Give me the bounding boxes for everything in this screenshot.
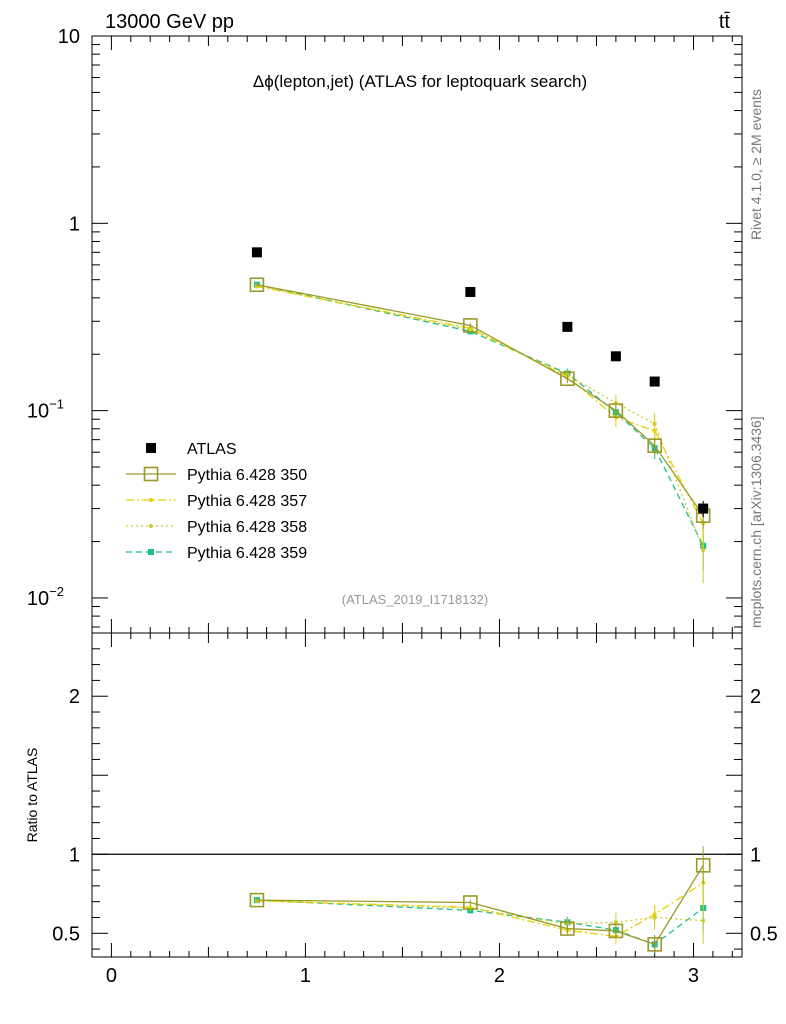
series-line	[256, 864, 704, 946]
data-point	[608, 923, 624, 939]
x-tick-label: 0	[106, 965, 117, 987]
data-point	[610, 351, 621, 362]
y-tick-label: 10−2	[27, 584, 64, 610]
data-point	[249, 892, 265, 908]
x-tick-label: 1	[300, 965, 311, 987]
ratio-ylabel: Ratio to ATLAS	[24, 748, 40, 843]
data-point	[652, 428, 657, 433]
data-point	[701, 918, 706, 923]
data-point	[463, 318, 478, 333]
energy-label: 13000 GeV pp	[105, 11, 234, 33]
legend-label: Pythia 6.428 357	[187, 493, 307, 510]
series-line	[256, 284, 704, 551]
y-tick-label-right: 2	[750, 686, 761, 708]
data-point	[149, 498, 153, 502]
analysis-label: (ATLAS_2019_I1718132)	[342, 592, 488, 607]
series-line	[256, 284, 704, 547]
series-line	[256, 882, 704, 938]
data-point	[149, 524, 153, 528]
data-point	[465, 286, 476, 297]
ratio-frame	[91, 632, 743, 958]
data-point	[608, 403, 624, 418]
data-point	[649, 376, 660, 387]
x-tick-label: 3	[688, 965, 699, 987]
series-line	[256, 284, 704, 517]
main-plot-title: Δϕ(lepton,jet) (ATLAS for leptoquark sea…	[253, 72, 587, 91]
y-tick-label: 10−1	[27, 397, 64, 423]
data-point	[249, 277, 265, 293]
data-point	[698, 503, 709, 514]
data-point	[560, 371, 575, 387]
legend-label: Pythia 6.428 358	[187, 519, 307, 536]
series-line	[256, 900, 704, 925]
legend-label: Pythia 6.428 350	[187, 467, 307, 484]
data-point	[148, 549, 154, 555]
data-point	[560, 921, 575, 936]
data-point	[468, 326, 473, 331]
data-point	[613, 920, 618, 925]
y-tick-label: 1	[69, 844, 80, 866]
data-point	[463, 895, 478, 910]
series-line	[256, 285, 704, 524]
data-point	[647, 937, 662, 952]
y-tick-label: 1	[69, 213, 80, 235]
y-tick-label-right: 1	[750, 844, 761, 866]
process-label: tt̄	[719, 11, 731, 33]
data-point	[652, 912, 657, 917]
y-tick-label: 0.5	[52, 923, 80, 945]
legend-label: Pythia 6.428 359	[187, 545, 307, 562]
data-point	[647, 438, 662, 453]
y-tick-exponent: −1	[49, 397, 64, 412]
main-panel: 10 1 10−1 10−2	[27, 26, 743, 634]
rivet-label: Rivet 4.1.0, ≥ 2M events	[748, 89, 764, 240]
data-point	[146, 443, 156, 453]
y-tick-label-right: 0.5	[750, 923, 778, 945]
series-line	[256, 899, 704, 946]
legend-label: ATLAS	[187, 441, 237, 458]
data-point	[143, 466, 159, 482]
data-point	[251, 247, 262, 258]
legend: ATLAS Pythia 6.428 350 Pythia 6.428 357 Pyt…	[126, 441, 307, 562]
x-tick-label: 2	[494, 965, 505, 987]
y-tick-label: 10	[58, 26, 80, 48]
y-tick-label: 2	[69, 686, 80, 708]
y-tick-exponent: −2	[49, 584, 64, 599]
data-point	[695, 858, 711, 873]
data-point	[562, 321, 573, 332]
main-frame	[91, 35, 743, 634]
source-label: mcplots.cern.ch [arXiv:1306.3436]	[748, 416, 764, 628]
ratio-panel: 0 1 2 3 2 2 1 1 0.5 0.5	[52, 632, 778, 987]
